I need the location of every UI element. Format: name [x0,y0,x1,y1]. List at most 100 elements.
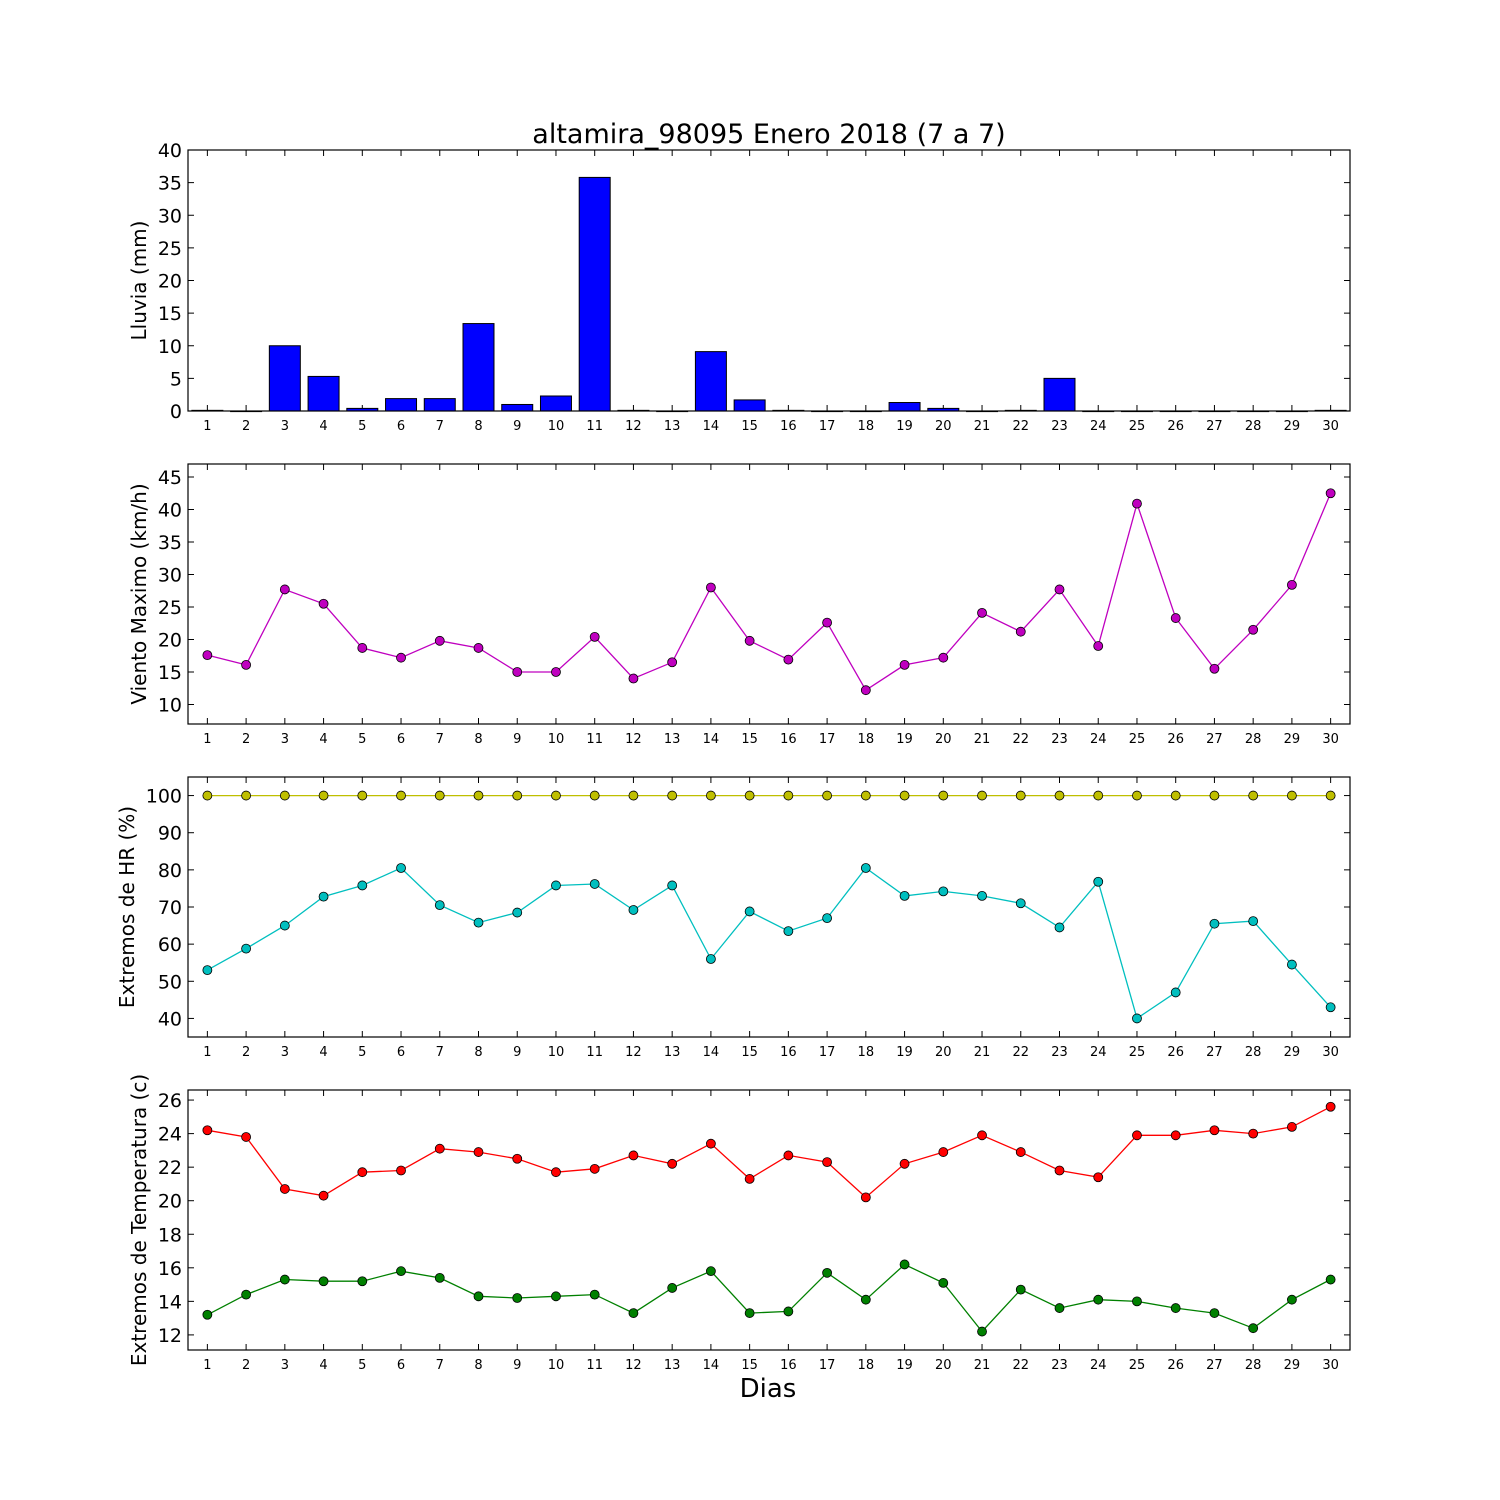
data-point [783,926,794,937]
bar [462,323,495,412]
data-point [1209,663,1220,674]
x-tick-label: 21 [974,732,991,747]
x-tick-label: 19 [896,419,913,434]
x-tick-label: 30 [1322,1045,1339,1060]
data-point [434,1272,445,1283]
x-tick-label: 17 [819,419,836,434]
x-tick-label: 17 [819,1045,836,1060]
bar [888,402,921,412]
y-tick-label: 40 [158,500,182,522]
x-tick-label: 28 [1245,419,1262,434]
data-point [899,890,910,901]
data-point [899,659,910,670]
x-tick-label: 10 [548,419,565,434]
y-axis-label: Extremos de Temperatura (c) [127,1074,151,1366]
x-tick-label: 6 [397,1045,405,1060]
data-point [822,1267,832,1278]
x-tick-label: 16 [780,732,797,747]
data-point [1015,898,1026,909]
data-point [899,1158,910,1169]
data-point [1287,1294,1297,1305]
y-tick-label: 15 [158,303,182,325]
x-tick-label: 30 [1322,732,1339,747]
data-point [473,1147,484,1157]
data-point [1325,1274,1336,1285]
x-tick-label: 3 [281,1358,289,1373]
x-tick-label: 9 [513,1045,521,1060]
data-point [202,650,213,660]
data-point [667,1283,678,1293]
x-tick-label: 30 [1322,419,1339,434]
x-tick-label: 2 [242,732,250,747]
data-point [1132,1130,1142,1141]
y-tick-label: 50 [158,971,182,993]
data-point [1209,1125,1220,1136]
x-tick-label: 29 [1284,419,1301,434]
x-tick-label: 13 [664,732,681,747]
x-tick-label: 2 [242,1358,250,1373]
y-tick-label: 70 [158,897,182,919]
data-point [1248,1128,1259,1139]
x-tick-label: 18 [858,1358,875,1373]
data-point [1054,1165,1065,1176]
x-tick-label: 2 [242,419,250,434]
data-point [241,943,252,954]
data-point [1170,1130,1181,1141]
bar [307,375,340,412]
x-tick-label: 14 [703,1358,720,1373]
x-tick-label: 9 [513,732,521,747]
data-point [396,790,406,801]
data-point [1209,1308,1220,1318]
x-tick-label: 26 [1167,419,1184,434]
data-point [396,652,406,663]
x-tick-label: 14 [703,419,720,434]
y-tick-label: 25 [158,238,182,260]
data-point [1015,626,1026,637]
x-tick-label: 6 [397,1358,405,1373]
x-tick-label: 8 [474,419,482,434]
data-point [279,584,290,595]
data-point [1093,641,1104,651]
y-tick-label: 12 [158,1325,182,1347]
x-tick-label: 23 [1051,419,1068,434]
x-tick-label: 25 [1129,1045,1146,1060]
x-tick-label: 9 [513,419,521,434]
data-point [318,790,329,801]
x-tick-label: 4 [319,1045,327,1060]
data-point [628,1308,639,1318]
x-tick-label: 23 [1051,732,1068,747]
data-point [667,880,678,891]
x-tick-label: 17 [819,1358,836,1373]
plot-frame [187,776,1351,1038]
x-tick-label: 7 [436,1358,444,1373]
series-line [207,1263,1331,1333]
data-point [1170,613,1181,623]
data-point [860,1192,871,1203]
data-point [744,906,755,917]
bar [501,403,534,412]
x-tick-label: 1 [203,419,211,434]
x-tick-label: 1 [203,732,211,747]
y-tick-label: 0 [170,401,182,423]
x-tick-label: 14 [703,732,720,747]
x-tick-label: 12 [625,1358,642,1373]
bar [733,399,766,412]
data-point [473,790,484,801]
x-tick-label: 26 [1167,1358,1184,1373]
data-point [628,1150,639,1161]
x-tick-label: 7 [436,1045,444,1060]
data-point [1248,1323,1259,1334]
data-point [1054,584,1065,595]
x-tick-label: 22 [1012,1045,1029,1060]
y-tick-label: 22 [158,1157,182,1179]
y-axis-label: Viento Maximo (km/h) [127,483,151,704]
data-point [1209,918,1220,929]
data-point [357,643,368,653]
x-tick-label: 20 [935,732,952,747]
y-tick-label: 25 [158,597,182,619]
y-tick-label: 18 [158,1224,182,1246]
data-point [512,907,523,918]
